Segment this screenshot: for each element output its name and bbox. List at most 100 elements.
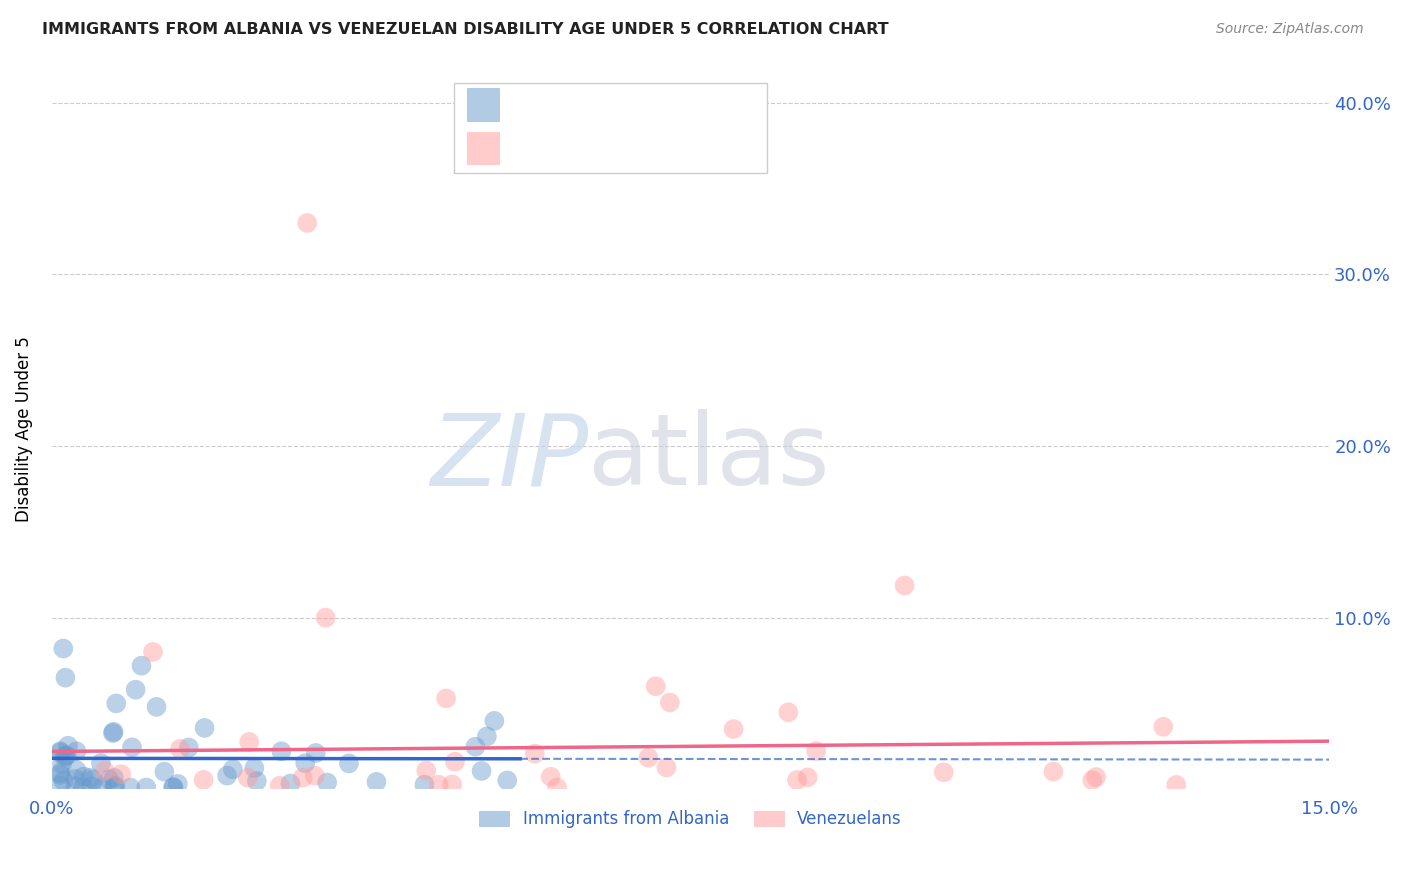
Point — [98, 772, 121, 787]
Point — [177, 740, 200, 755]
Point — [193, 721, 215, 735]
Point — [475, 730, 498, 744]
Point — [222, 762, 245, 776]
Point — [65, 772, 87, 786]
Point — [55, 671, 77, 685]
Point — [270, 744, 292, 758]
Point — [723, 722, 745, 736]
Point — [49, 744, 72, 758]
Point — [94, 764, 117, 778]
Point — [193, 772, 215, 787]
Point — [471, 764, 494, 778]
Point — [434, 691, 457, 706]
Text: IMMIGRANTS FROM ALBANIA VS VENEZUELAN DISABILITY AGE UNDER 5 CORRELATION CHART: IMMIGRANTS FROM ALBANIA VS VENEZUELAN DI… — [42, 22, 889, 37]
Point — [523, 747, 546, 761]
Point — [637, 751, 659, 765]
Point — [82, 772, 104, 787]
Point — [444, 755, 467, 769]
Point — [280, 776, 302, 790]
Text: ZIP: ZIP — [430, 409, 588, 506]
Point — [893, 578, 915, 592]
Point — [121, 740, 143, 755]
Point — [153, 764, 176, 779]
Point — [162, 780, 184, 794]
Point — [441, 777, 464, 791]
Point — [484, 714, 506, 728]
Point — [644, 679, 666, 693]
Point — [101, 726, 124, 740]
Point — [786, 772, 808, 787]
Text: R = -0.002   N = 60: R = -0.002 N = 60 — [509, 95, 699, 113]
Point — [243, 761, 266, 775]
Text: Source: ZipAtlas.com: Source: ZipAtlas.com — [1216, 22, 1364, 37]
Point — [304, 769, 326, 783]
Point — [79, 771, 101, 785]
Point — [246, 774, 269, 789]
Point — [496, 773, 519, 788]
Point — [1042, 764, 1064, 779]
Point — [291, 771, 314, 785]
Point — [145, 699, 167, 714]
Point — [49, 746, 72, 760]
Point — [1081, 773, 1104, 788]
Point — [540, 770, 562, 784]
Point — [316, 775, 339, 789]
Point — [80, 779, 103, 793]
Bar — [454, 83, 768, 173]
Point — [49, 778, 72, 792]
Point — [236, 771, 259, 785]
Point — [135, 780, 157, 795]
Point — [142, 645, 165, 659]
Point — [52, 773, 75, 788]
Point — [120, 780, 142, 795]
Text: atlas: atlas — [588, 409, 830, 506]
Point — [104, 779, 127, 793]
Point — [169, 742, 191, 756]
Point — [105, 697, 128, 711]
Point — [55, 748, 77, 763]
Point — [415, 764, 437, 778]
Point — [65, 763, 87, 777]
Point — [65, 744, 87, 758]
Point — [546, 780, 568, 795]
Point — [413, 778, 436, 792]
Point — [269, 779, 291, 793]
Point — [103, 724, 125, 739]
Point — [217, 769, 239, 783]
Point — [655, 760, 678, 774]
Point — [297, 216, 319, 230]
Point — [294, 756, 316, 771]
Point — [464, 739, 486, 754]
Legend: Immigrants from Albania, Venezuelans: Immigrants from Albania, Venezuelans — [472, 804, 908, 835]
Point — [796, 770, 818, 784]
Point — [56, 739, 79, 753]
Point — [337, 756, 360, 771]
Point — [1152, 720, 1174, 734]
Point — [90, 756, 112, 770]
Point — [91, 780, 114, 795]
Point — [110, 767, 132, 781]
Point — [73, 770, 96, 784]
Point — [51, 757, 73, 772]
Point — [131, 658, 153, 673]
Point — [49, 765, 72, 780]
Text: R =  0.032   N = 36: R = 0.032 N = 36 — [509, 139, 699, 157]
Point — [658, 695, 681, 709]
Point — [124, 682, 146, 697]
Point — [305, 746, 328, 760]
Point — [366, 775, 388, 789]
Point — [63, 779, 86, 793]
Point — [103, 771, 125, 785]
Point — [932, 765, 955, 780]
Point — [166, 777, 188, 791]
Point — [1085, 770, 1108, 784]
Point — [49, 768, 72, 782]
Point — [72, 780, 94, 795]
Point — [1166, 778, 1188, 792]
Point — [52, 641, 75, 656]
Point — [53, 750, 76, 764]
Point — [56, 748, 79, 763]
Point — [103, 780, 125, 795]
Point — [162, 780, 184, 795]
Point — [427, 778, 450, 792]
